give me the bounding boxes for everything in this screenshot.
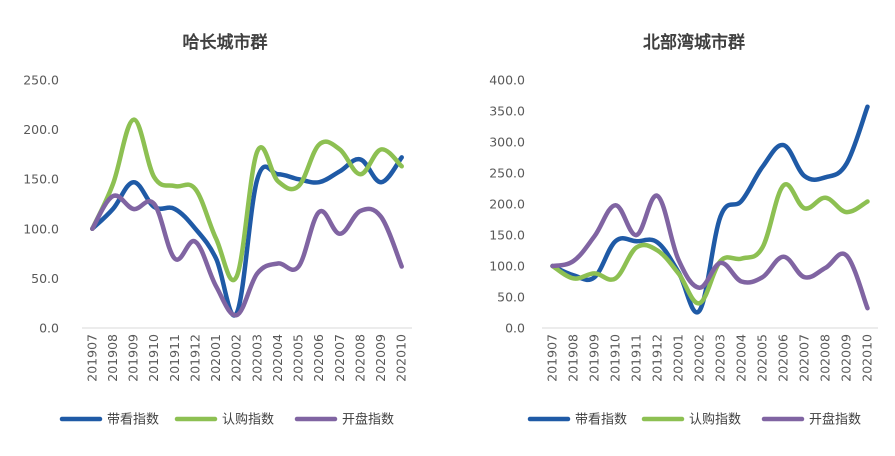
x-tick-label: 202003	[713, 334, 728, 382]
x-tick-label: 202008	[352, 334, 367, 382]
x-tick-label: 201908	[105, 334, 120, 382]
x-tick-label: 202010	[860, 334, 875, 382]
legend-label: 开盘指数	[342, 412, 394, 428]
x-tick-label: 202006	[311, 334, 326, 382]
x-tick-label: 202004	[734, 334, 749, 382]
x-tick-label: 202007	[797, 334, 812, 382]
y-tick-label: 250.0	[23, 73, 59, 88]
series-line-2	[90, 193, 404, 318]
x-tick-label: 202010	[394, 334, 409, 382]
y-tick-label: 400.0	[489, 73, 525, 88]
x-tick-label: 201910	[146, 334, 161, 382]
legend-label: 开盘指数	[809, 412, 861, 428]
chart-beibu-gulf: 北部湾城市群 0.0 50.0 100.0 150.0 200.0 250.0 300.0 35…	[489, 32, 878, 428]
y-tick-label: 100.0	[489, 259, 525, 274]
x-tick-label: 201911	[629, 334, 644, 382]
y-tick-label: 150.0	[23, 172, 59, 187]
y-tick-label: 250.0	[489, 166, 525, 181]
y-tick-label: 50.0	[497, 290, 525, 305]
y-tick-label: 0.0	[39, 321, 59, 336]
x-tick-label: 202002	[229, 334, 244, 382]
x-tick-label: 202003	[249, 334, 264, 382]
x-tick-label: 201910	[608, 334, 623, 382]
chart-harbin-changchun: 哈长城市群 0.0 50.0 100.0 150.0 200.0 250.0 201907 20…	[23, 32, 412, 428]
x-tick-label: 202009	[373, 334, 388, 382]
chart-title: 哈长城市群	[183, 32, 268, 53]
series-line-2	[550, 193, 870, 311]
x-tick-label: 202006	[776, 334, 791, 382]
x-tick-label: 201907	[84, 334, 99, 382]
series-line-0	[550, 104, 870, 315]
series-line-1	[550, 182, 870, 306]
x-tick-label: 202008	[818, 334, 833, 382]
chart-title: 北部湾城市群	[643, 32, 745, 53]
y-tick-label: 50.0	[31, 271, 59, 286]
series-line-1	[90, 117, 404, 283]
x-tick-label: 202001	[671, 334, 686, 382]
x-tick-label: 201912	[650, 334, 665, 382]
y-tick-label: 100.0	[23, 221, 59, 236]
x-tick-label: 201911	[167, 334, 182, 382]
y-tick-label: 350.0	[489, 104, 525, 119]
x-tick-label: 201907	[545, 334, 560, 382]
x-tick-label: 202009	[839, 334, 854, 382]
x-tick-label: 202007	[332, 334, 347, 382]
x-tick-label: 201909	[126, 334, 141, 382]
series-line-0	[90, 155, 404, 318]
x-tick-label: 202002	[692, 334, 707, 382]
x-tick-label: 202004	[270, 334, 285, 382]
legend-label: 带看指数	[575, 412, 627, 428]
legend-label: 认购指数	[689, 412, 741, 428]
x-tick-label: 202001	[208, 334, 223, 382]
y-tick-label: 150.0	[489, 228, 525, 243]
x-tick-label: 201912	[187, 334, 202, 382]
x-tick-label: 201908	[566, 334, 581, 382]
x-tick-label: 202005	[291, 334, 306, 382]
legend-label: 带看指数	[107, 412, 159, 428]
legend-label: 认购指数	[222, 412, 274, 428]
y-tick-label: 200.0	[23, 122, 59, 137]
x-tick-label: 202005	[755, 334, 770, 382]
x-tick-label: 201909	[587, 334, 602, 382]
y-tick-label: 0.0	[505, 321, 525, 336]
y-tick-label: 200.0	[489, 197, 525, 212]
y-tick-label: 300.0	[489, 135, 525, 150]
